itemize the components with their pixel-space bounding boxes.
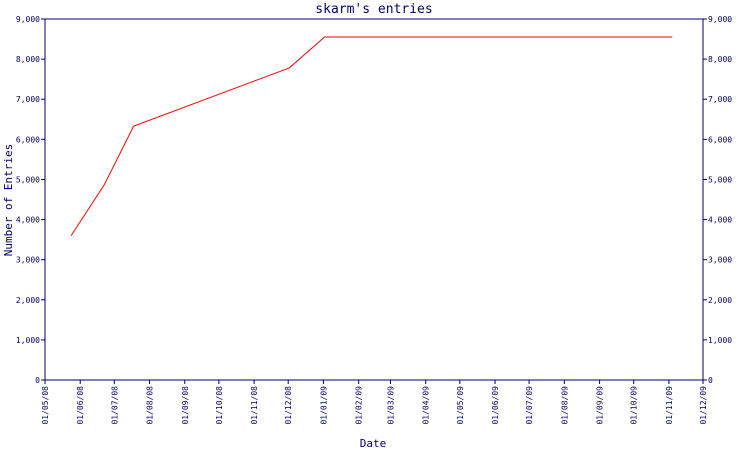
y-tick-label: 4,000 <box>16 216 40 225</box>
x-tick-label: 01/07/08 <box>110 386 119 425</box>
x-tick-label: 01/11/09 <box>665 386 674 425</box>
x-tick-label: 01/12/08 <box>284 386 293 425</box>
x-tick-label: 01/10/09 <box>630 386 639 425</box>
y2-tick-label: 3,000 <box>708 256 732 265</box>
y-tick-label: 1,000 <box>16 336 40 345</box>
chart-title: skarm's entries <box>315 2 432 17</box>
y-tick-label: 0 <box>35 376 40 385</box>
y-tick-label: 2,000 <box>16 296 40 305</box>
plot-frame <box>44 18 704 381</box>
y-tick-label: 7,000 <box>16 95 40 104</box>
y2-tick-label: 1,000 <box>708 336 732 345</box>
x-tick-label: 01/07/09 <box>525 386 534 425</box>
y2-tick-label: 5,000 <box>708 175 732 184</box>
y-tick-label: 3,000 <box>16 256 40 265</box>
x-tick-label: 01/12/09 <box>699 386 708 425</box>
x-tick-label: 01/06/08 <box>76 386 85 425</box>
x-tick-label: 01/03/09 <box>386 386 395 425</box>
x-tick-label: 01/02/09 <box>355 386 364 425</box>
y2-tick-label: 6,000 <box>708 135 732 144</box>
y-tick-label: 8,000 <box>16 55 40 64</box>
x-tick-label: 01/01/09 <box>319 386 328 425</box>
x-tick-label: 01/08/09 <box>560 386 569 425</box>
y-tick-label: 6,000 <box>16 135 40 144</box>
y2-tick-label: 0 <box>708 376 713 385</box>
x-tick-label: 01/10/08 <box>215 386 224 425</box>
x-axis-title: Date <box>360 437 387 450</box>
line-series <box>70 36 673 236</box>
y2-tick-label: 8,000 <box>708 55 732 64</box>
y2-tick-label: 4,000 <box>708 216 732 225</box>
x-tick-label: 01/09/08 <box>181 386 190 425</box>
x-tick-label: 01/05/09 <box>456 386 465 425</box>
x-tick-label: 01/05/08 <box>41 386 50 425</box>
y2-tick-label: 7,000 <box>708 95 732 104</box>
x-tick-label: 01/09/09 <box>596 386 605 425</box>
x-tick-label: 01/04/09 <box>422 386 431 425</box>
x-tick-label: 01/11/08 <box>250 386 259 425</box>
x-tick-label: 01/08/08 <box>146 386 155 425</box>
y-axis-title: Number of Entries <box>2 144 15 257</box>
y-tick-label: 9,000 <box>16 15 40 24</box>
y2-tick-label: 9,000 <box>708 15 732 24</box>
y-tick-label: 5,000 <box>16 175 40 184</box>
x-tick-label: 01/06/09 <box>491 386 500 425</box>
y2-tick-label: 2,000 <box>708 296 732 305</box>
